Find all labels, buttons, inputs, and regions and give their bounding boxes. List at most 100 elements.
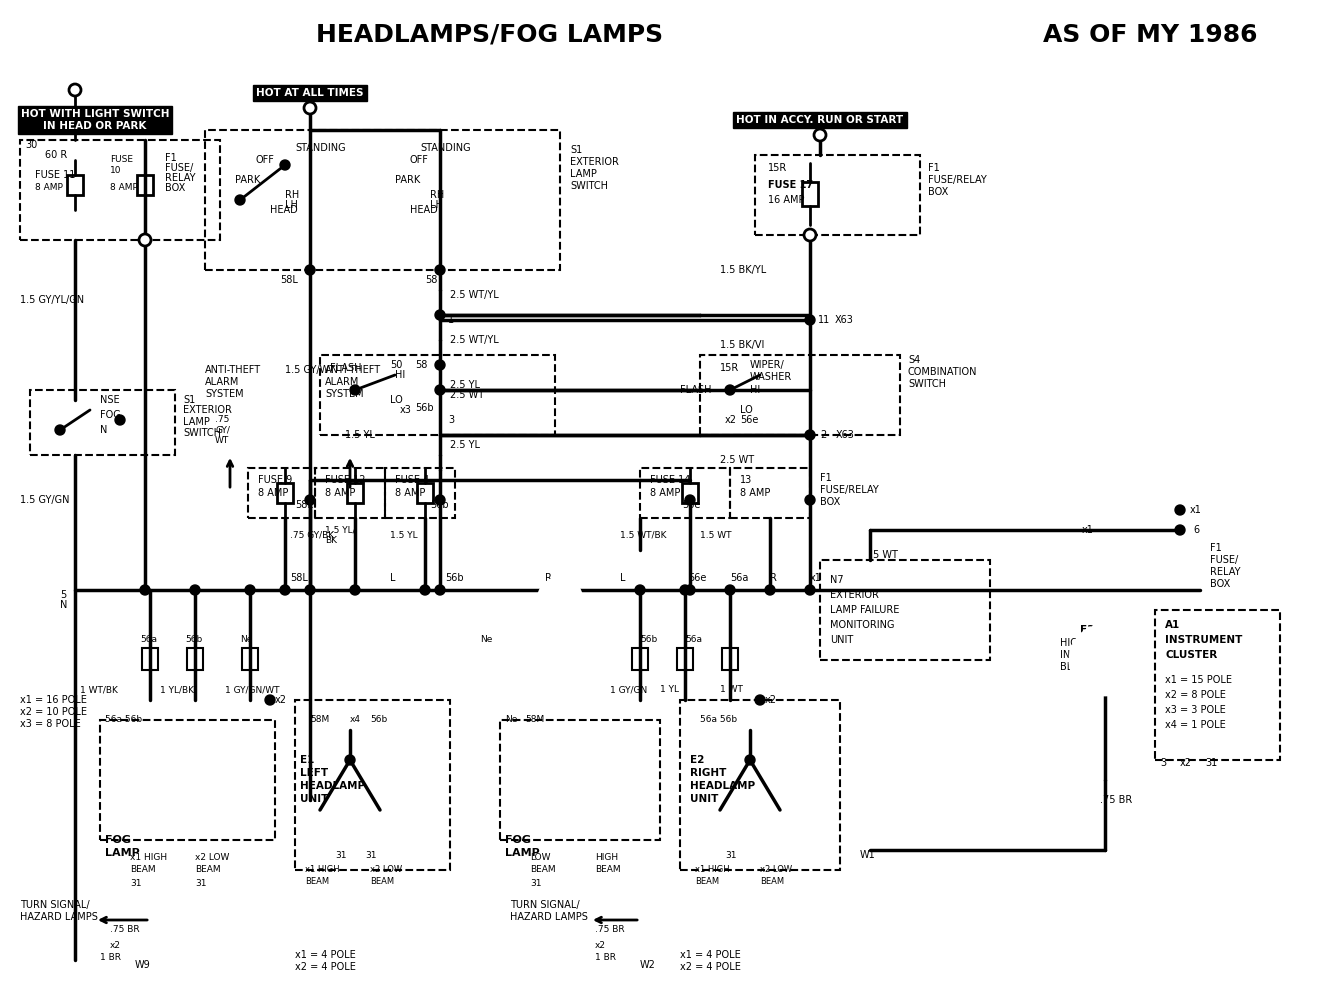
Circle shape: [1070, 625, 1139, 695]
Text: HOT AT ALL TIMES: HOT AT ALL TIMES: [256, 88, 364, 98]
Text: 2.5 YL: 2.5 YL: [450, 440, 479, 450]
Text: x1 = 16 POLE: x1 = 16 POLE: [20, 695, 86, 705]
Text: 1.5 YL: 1.5 YL: [345, 430, 374, 440]
Text: 31: 31: [530, 879, 542, 887]
Text: FUSE
10: FUSE 10: [110, 155, 133, 174]
Text: S1: S1: [570, 145, 582, 155]
Text: FUSE 4: FUSE 4: [394, 475, 429, 485]
Circle shape: [436, 265, 445, 275]
Text: RIGHT: RIGHT: [691, 768, 726, 778]
Text: x4 = 1 POLE: x4 = 1 POLE: [1165, 720, 1226, 730]
Text: 31: 31: [130, 879, 142, 887]
Text: BEAM: BEAM: [695, 878, 720, 886]
Circle shape: [436, 385, 445, 395]
Circle shape: [54, 425, 65, 435]
Text: R: R: [544, 573, 552, 583]
Text: SWITCH: SWITCH: [570, 181, 608, 191]
Circle shape: [139, 745, 210, 815]
Text: 58L: 58L: [295, 500, 313, 510]
Bar: [700, 355, 900, 435]
Circle shape: [436, 585, 445, 595]
Text: 1.5 BK/VI: 1.5 BK/VI: [720, 340, 765, 350]
Circle shape: [351, 585, 360, 595]
Circle shape: [345, 755, 355, 765]
Circle shape: [304, 102, 316, 114]
Text: 1 BR: 1 BR: [100, 954, 121, 963]
Text: FUSE 9: FUSE 9: [258, 475, 292, 485]
Circle shape: [235, 195, 244, 205]
Text: 31: 31: [725, 851, 737, 860]
Text: FUSE 12: FUSE 12: [325, 475, 365, 485]
Text: X63: X63: [835, 314, 854, 325]
Text: 1.5 GY/YL/GN: 1.5 GY/YL/GN: [20, 295, 84, 305]
Text: x3: x3: [400, 405, 412, 415]
Text: 1 WT: 1 WT: [720, 685, 742, 695]
Circle shape: [351, 385, 360, 395]
Circle shape: [190, 585, 201, 595]
Text: BOX: BOX: [165, 183, 185, 193]
Text: L: L: [620, 573, 625, 583]
Text: 56a: 56a: [730, 573, 749, 583]
Text: 1 GY/GN: 1 GY/GN: [610, 685, 647, 695]
Text: BOX: BOX: [819, 497, 841, 507]
Text: HEAD: HEAD: [410, 205, 438, 215]
Bar: [501, 720, 660, 840]
Text: 58L: 58L: [290, 573, 308, 583]
Text: 31: 31: [195, 879, 206, 887]
Text: RELAY: RELAY: [1210, 566, 1240, 577]
Text: HOT WITH LIGHT SWITCH
IN HEAD OR PARK: HOT WITH LIGHT SWITCH IN HEAD OR PARK: [21, 109, 169, 131]
Text: 56b: 56b: [185, 635, 202, 644]
Text: 60 R: 60 R: [45, 150, 68, 160]
Text: 2.5 WT: 2.5 WT: [720, 455, 754, 465]
Text: x1 HIGH: x1 HIGH: [695, 866, 729, 875]
Text: BEAM: BEAM: [305, 878, 329, 886]
Text: 31: 31: [335, 851, 347, 860]
Circle shape: [635, 585, 645, 595]
Text: x2 = 4 POLE: x2 = 4 POLE: [680, 962, 741, 972]
Text: PARK: PARK: [394, 175, 420, 185]
Text: x1 HIGH: x1 HIGH: [130, 854, 167, 863]
Text: S1: S1: [183, 395, 195, 405]
Bar: [248, 468, 315, 518]
Text: HIGH BEAM: HIGH BEAM: [1060, 638, 1117, 648]
Text: 56b: 56b: [430, 500, 449, 510]
Text: EXTERIOR: EXTERIOR: [570, 157, 619, 167]
Text: PARK: PARK: [235, 175, 260, 185]
Text: TURN SIGNAL/: TURN SIGNAL/: [20, 900, 89, 910]
Circle shape: [1175, 505, 1185, 515]
Text: 15R: 15R: [720, 363, 740, 373]
Bar: [756, 155, 920, 235]
Text: W2: W2: [640, 960, 656, 970]
Text: W1: W1: [861, 850, 875, 860]
Text: R: R: [770, 573, 777, 583]
Text: STANDING: STANDING: [295, 143, 345, 153]
Text: LEFT: LEFT: [300, 768, 328, 778]
Text: E3: E3: [1080, 625, 1094, 635]
Text: 30: 30: [25, 140, 37, 150]
Text: E1: E1: [300, 755, 315, 765]
Text: FOG: FOG: [505, 835, 531, 845]
Text: x4: x4: [351, 716, 361, 725]
Text: F1: F1: [928, 163, 940, 173]
Text: x1: x1: [810, 573, 822, 583]
Circle shape: [139, 585, 150, 595]
Text: .75
GY/
WT: .75 GY/ WT: [215, 415, 230, 445]
Text: 58: 58: [414, 360, 428, 370]
Text: x1 = 15 POLE: x1 = 15 POLE: [1165, 675, 1232, 685]
Text: 5: 5: [60, 590, 66, 600]
Text: 15R: 15R: [768, 163, 788, 173]
Text: UNIT: UNIT: [300, 794, 328, 804]
Text: 58L: 58L: [280, 275, 297, 285]
Text: BEAM: BEAM: [530, 866, 555, 875]
Circle shape: [725, 585, 734, 595]
Text: x2 = 10 POLE: x2 = 10 POLE: [20, 707, 88, 717]
Text: 1 WT/BK: 1 WT/BK: [80, 685, 118, 695]
Text: LH: LH: [286, 200, 297, 210]
Bar: [1155, 610, 1280, 760]
Text: HOT IN ACCY. RUN OR START: HOT IN ACCY. RUN OR START: [737, 115, 903, 125]
Text: 1 YL/BK: 1 YL/BK: [159, 685, 194, 695]
Text: RELAY: RELAY: [165, 173, 195, 183]
Text: MONITORING: MONITORING: [830, 620, 895, 630]
Text: 1 YL: 1 YL: [660, 685, 679, 695]
Text: SYSTEM: SYSTEM: [205, 389, 243, 399]
